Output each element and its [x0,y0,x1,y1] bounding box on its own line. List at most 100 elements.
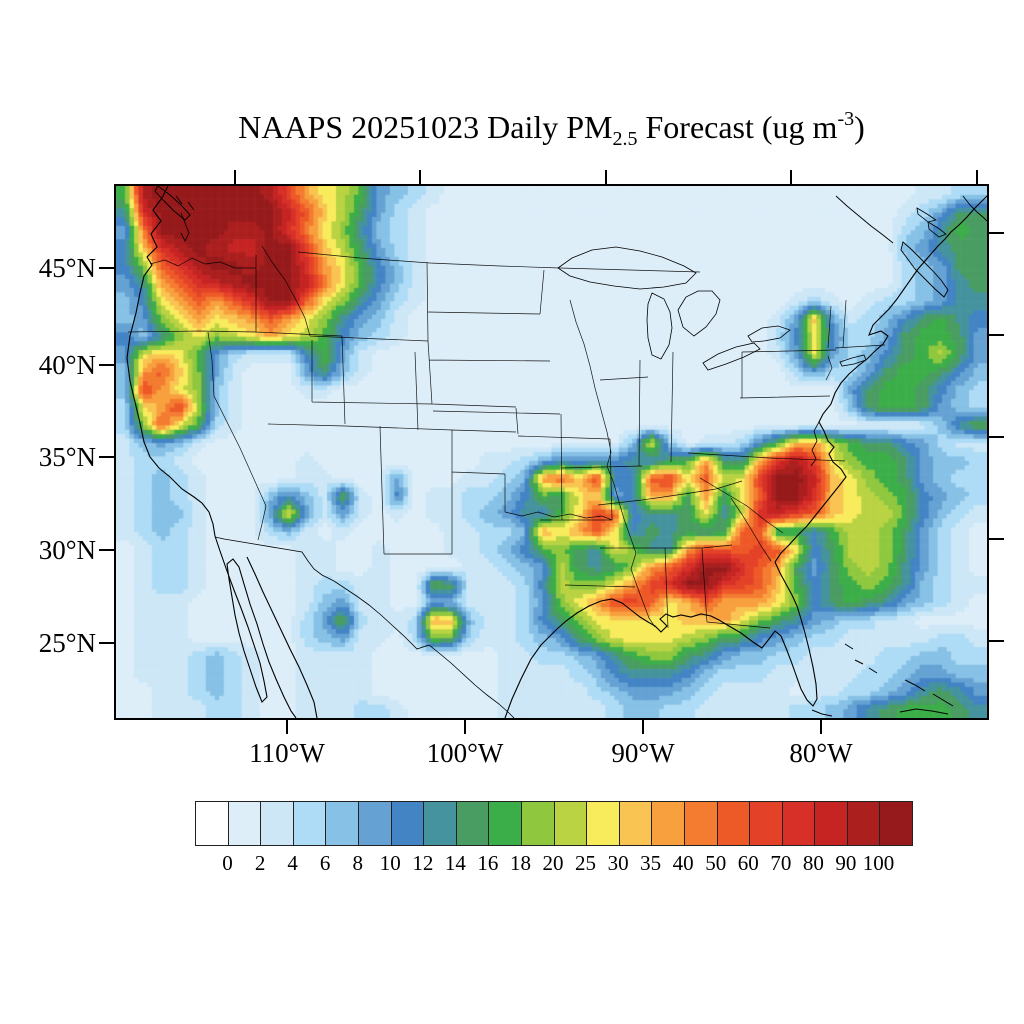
colorbar-cell [196,802,228,845]
top-axis-tick [234,170,236,184]
y-axis-label: 40°N [38,350,96,380]
title-superscript: -3 [837,108,855,130]
colorbar-cell [520,802,554,845]
colorbar-cell [488,802,521,845]
colorbar-tick-label: 80 [802,851,824,875]
colorbar-tick-label: 6 [319,851,331,875]
colorbar-tick-label: 18 [509,851,531,875]
colorbar-cell [260,802,293,845]
colorbar-cell [879,802,913,845]
long-island [839,354,867,367]
colorbar-tick-label: 2 [254,851,266,875]
colorbar-cell [325,802,358,845]
y-axis-label: 35°N [38,442,96,472]
puget-sound [175,195,195,242]
colorbar-tick-label: 20 [542,851,564,875]
right-axis-tick [989,640,1004,642]
y-axis-tick [99,364,114,366]
colorbar-tick-label: 50 [705,851,727,875]
colorbar-cell [423,802,456,845]
y-axis-label: 45°N [38,253,96,283]
prince-edward-island [927,221,947,238]
colorbar-tick-label: 0 [222,851,233,875]
top-axis-tick [790,170,792,184]
colorbar-tick-label: 70 [770,851,792,875]
chart-title: NAAPS 20251023 Daily PM2.5 Forecast (ug … [114,108,989,151]
chesapeake-bay [810,421,820,467]
coastline-west [126,186,297,718]
caribbean-islands [811,643,954,717]
st-lawrence-north-shore [835,195,894,244]
colorbar-cell [553,802,587,845]
colorbar-cell [683,802,717,845]
colorbar-tick-label: 14 [444,851,466,875]
coastline-gulf-atlantic [504,195,987,718]
y-axis-tick [99,549,114,551]
lake-erie [702,342,761,371]
pm25-heatmap-canvas [116,186,987,718]
title-middle: Forecast (ug m [637,109,838,145]
x-axis-label: 100°W [426,738,504,768]
colorbar-cell [227,802,261,845]
us-mexico-border [214,536,515,718]
lake-michigan [646,292,673,360]
colorbar-cell [814,802,847,845]
geo-overlay [126,186,987,718]
colorbar-cell [716,802,750,845]
top-axis-tick [976,170,978,184]
colorbar-cell [586,802,619,845]
colorbar-cell [846,802,880,845]
newfoundland-corner [962,195,987,222]
lake-ontario [747,325,791,343]
y-axis-tick [99,456,114,458]
colorbar-tick-label: 100 [862,851,895,875]
colorbar-tick-label: 25 [575,851,597,875]
colorbar-cell [651,802,684,845]
right-axis-tick [989,538,1004,540]
y-axis-tick [99,642,114,644]
colorbar-tick-label: 16 [477,851,499,875]
colorbar [195,801,913,846]
x-axis-label: 110°W [249,738,325,768]
right-axis-tick [989,334,1004,336]
colorbar-tick-label: 10 [379,851,401,875]
x-axis-tick [286,720,288,734]
colorbar-tick-label: 12 [412,851,434,875]
colorbar-cell [749,802,782,845]
colorbar-tick-label: 90 [835,851,857,875]
x-axis-tick [464,720,466,734]
top-axis-tick [605,170,607,184]
x-axis-tick [820,720,822,734]
title-prefix: NAAPS 20251023 Daily PM [238,109,613,145]
title-subscript: 2.5 [612,128,638,150]
lake-superior [557,246,697,290]
right-axis-tick [989,232,1004,234]
colorbar-cell [292,802,326,845]
colorbar-cell [357,802,391,845]
y-axis-tick [99,267,114,269]
title-suffix: ) [854,109,865,145]
y-axis-label: 30°N [38,535,96,565]
colorbar-cell [781,802,815,845]
coastline-mexico-mainland [246,556,318,718]
x-axis-label: 90°W [611,738,675,768]
colorbar-cell [455,802,489,845]
y-axis-label: 25°N [38,628,96,658]
nova-scotia [900,241,949,298]
colorbar-cell [390,802,424,845]
state-borders [127,245,886,629]
colorbar-tick-label: 4 [287,851,298,875]
top-axis-tick [419,170,421,184]
lake-huron [677,290,721,337]
colorbar-tick-label: 60 [737,851,759,875]
colorbar-tick-label: 35 [640,851,662,875]
colorbar-cell [618,802,652,845]
x-axis-tick [642,720,644,734]
colorbar-tick-label: 30 [607,851,629,875]
right-axis-tick [989,436,1004,438]
colorbar-tick-label: 8 [352,851,363,875]
x-axis-label: 80°W [789,738,853,768]
map-plot-frame [114,184,989,720]
anticosti-island [916,207,937,223]
